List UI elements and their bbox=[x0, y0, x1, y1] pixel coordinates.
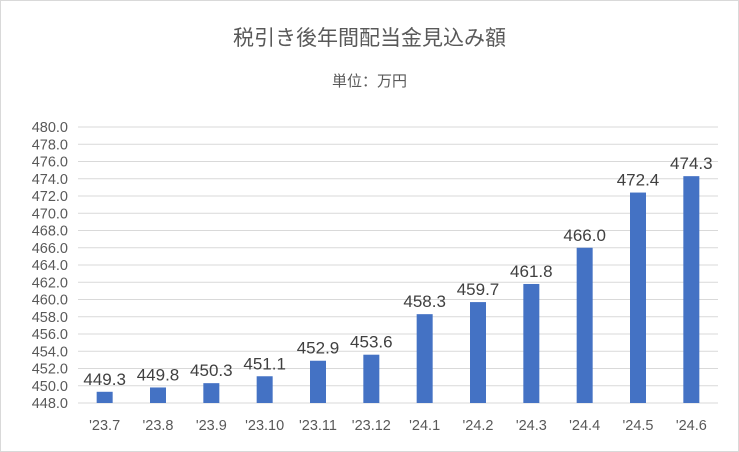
y-tick-label: 456.0 bbox=[32, 327, 68, 343]
data-label: 458.3 bbox=[403, 292, 446, 311]
x-axis-ticks: '23.7 '23.8 '23.9 '23.10 '23.11 '23.12 '24.1 '2… bbox=[89, 418, 707, 434]
y-tick-label: 474.0 bbox=[32, 172, 68, 188]
x-tick-label: '24.1 bbox=[409, 418, 440, 434]
x-tick-label: '24.5 bbox=[623, 418, 654, 434]
y-tick-label: 458.0 bbox=[32, 310, 68, 326]
bar bbox=[256, 376, 273, 403]
y-tick-label: 460.0 bbox=[32, 293, 68, 309]
x-tick-label: '23.12 bbox=[352, 418, 391, 434]
data-labels: 449.3 449.8 450.3 451.1 452.9 453.6 458.3 459.7… bbox=[83, 154, 712, 389]
y-tick-label: 448.0 bbox=[32, 396, 68, 412]
data-label: 449.3 bbox=[83, 370, 126, 389]
x-tick-label: '24.3 bbox=[516, 418, 547, 434]
data-label: 466.0 bbox=[563, 226, 606, 245]
data-label: 451.1 bbox=[243, 354, 286, 373]
x-tick-label: '24.2 bbox=[463, 418, 494, 434]
y-tick-label: 464.0 bbox=[32, 258, 68, 274]
y-tick-label: 450.0 bbox=[32, 379, 68, 395]
bar bbox=[310, 360, 326, 403]
bars bbox=[96, 176, 700, 403]
y-tick-label: 462.0 bbox=[32, 275, 68, 291]
bar bbox=[576, 247, 593, 403]
y-tick-label: 452.0 bbox=[32, 362, 68, 378]
x-tick-label: '23.8 bbox=[143, 418, 174, 434]
x-tick-label: '23.9 bbox=[196, 418, 227, 434]
bar bbox=[96, 391, 113, 403]
data-label: 474.3 bbox=[670, 154, 713, 173]
bar bbox=[416, 314, 433, 403]
bar bbox=[470, 302, 486, 403]
data-label: 453.6 bbox=[350, 333, 393, 352]
bar bbox=[523, 283, 540, 403]
y-tick-label: 466.0 bbox=[32, 241, 68, 257]
chart-subtitle: 単位：万円 bbox=[331, 72, 407, 90]
gridlines bbox=[78, 126, 718, 404]
bar bbox=[203, 383, 220, 403]
data-label: 459.7 bbox=[457, 280, 500, 299]
y-tick-label: 472.0 bbox=[32, 189, 68, 205]
y-tick-label: 480.0 bbox=[32, 120, 68, 136]
data-label: 461.8 bbox=[510, 262, 553, 281]
data-label: 472.4 bbox=[617, 171, 660, 190]
y-tick-label: 468.0 bbox=[32, 224, 68, 240]
x-tick-label: '24.6 bbox=[676, 418, 707, 434]
x-tick-label: '23.7 bbox=[89, 418, 120, 434]
data-label: 450.3 bbox=[190, 361, 233, 380]
x-tick-label: '23.11 bbox=[299, 418, 337, 434]
x-tick-label: '24.4 bbox=[569, 418, 600, 434]
bar bbox=[150, 387, 166, 403]
data-label: 449.8 bbox=[137, 365, 180, 384]
y-tick-label: 478.0 bbox=[32, 137, 68, 153]
y-tick-label: 476.0 bbox=[32, 155, 68, 171]
chart-title: 税引き後年間配当金見込み額 bbox=[233, 26, 506, 50]
bar bbox=[363, 354, 380, 403]
data-label: 452.9 bbox=[297, 339, 340, 358]
y-tick-label: 470.0 bbox=[32, 206, 68, 222]
bar bbox=[630, 192, 646, 403]
bar bbox=[683, 176, 700, 403]
y-tick-label: 454.0 bbox=[32, 344, 68, 360]
x-tick-label: '23.10 bbox=[245, 418, 284, 434]
